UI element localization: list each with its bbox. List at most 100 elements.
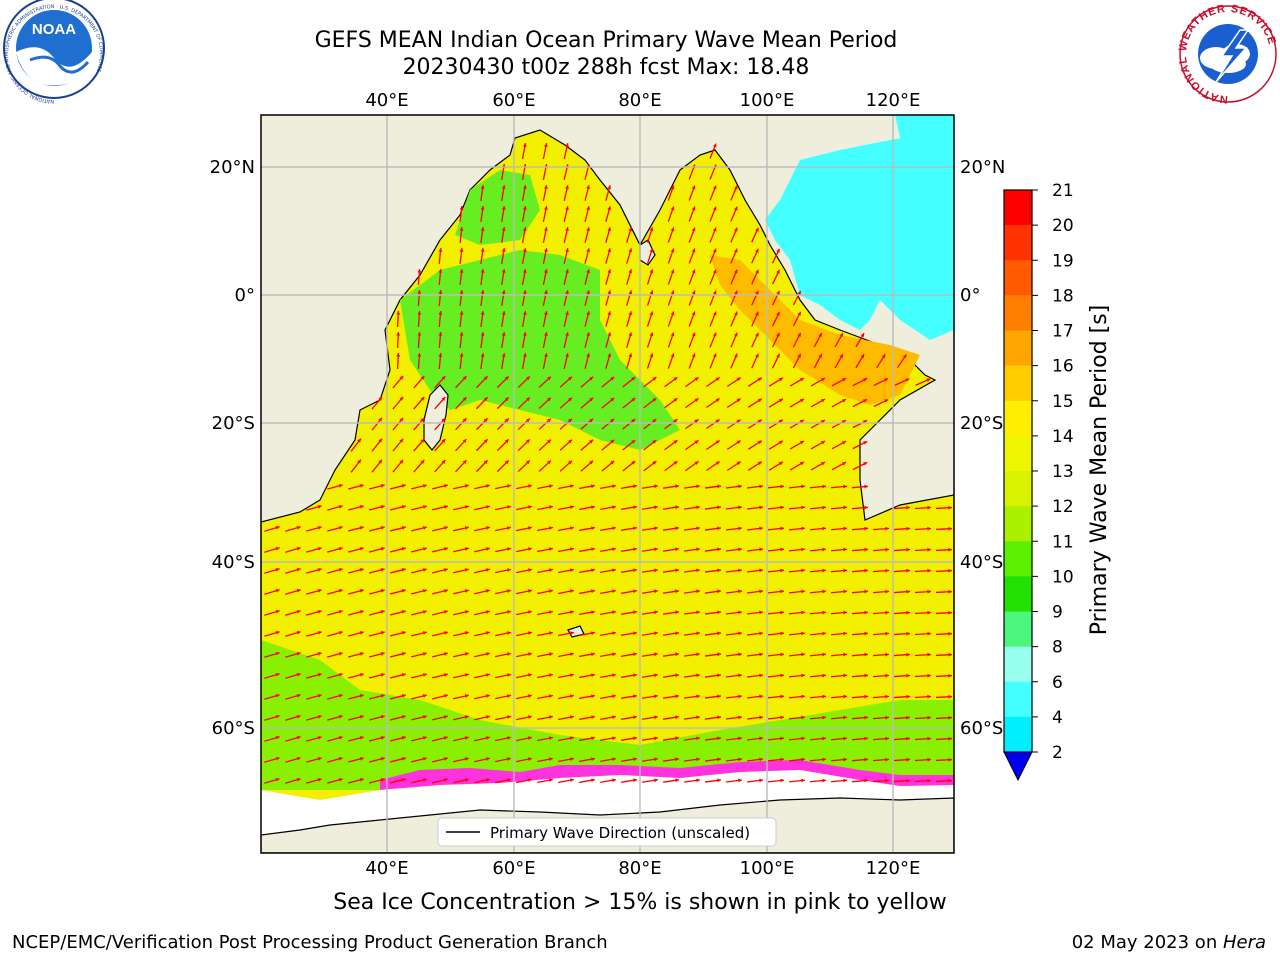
wave-arrow bbox=[747, 440, 763, 450]
wave-arrow bbox=[893, 652, 911, 657]
wave-arrow bbox=[584, 227, 590, 243]
wave-arrow bbox=[600, 610, 616, 616]
wave-arrow bbox=[285, 525, 301, 532]
wave-arrow bbox=[327, 714, 343, 721]
wave-arrow bbox=[369, 736, 385, 742]
wave-arrow bbox=[771, 248, 781, 264]
wave-arrow bbox=[704, 631, 722, 636]
wave-arrow bbox=[746, 568, 764, 573]
wave-arrow bbox=[641, 736, 659, 741]
wave-arrow bbox=[725, 610, 743, 615]
wave-arrow bbox=[480, 310, 485, 328]
wave-arrow bbox=[600, 652, 616, 658]
legend-label: Primary Wave Direction (unscaled) bbox=[490, 824, 750, 842]
wave-arrow bbox=[495, 505, 511, 511]
wave-arrow bbox=[480, 352, 485, 370]
wave-arrow bbox=[601, 418, 615, 430]
wave-arrow bbox=[831, 398, 847, 408]
wave-arrow bbox=[751, 227, 759, 243]
wave-arrow bbox=[851, 652, 869, 657]
wave-arrow bbox=[411, 631, 427, 637]
wave-arrow bbox=[542, 332, 548, 348]
wave-arrow bbox=[746, 778, 764, 783]
wave-arrow bbox=[641, 484, 659, 489]
wave-arrow bbox=[622, 376, 636, 388]
wave-arrow bbox=[746, 736, 764, 741]
wave-arrow bbox=[579, 484, 595, 490]
wave-arrow bbox=[667, 185, 675, 201]
wave-arrow bbox=[852, 398, 868, 408]
wave-arrow bbox=[474, 505, 490, 511]
wave-arrow bbox=[831, 419, 847, 429]
wave-arrow bbox=[390, 736, 406, 742]
wave-arrow bbox=[704, 526, 722, 531]
wave-arrow bbox=[327, 630, 343, 637]
wave-arrow bbox=[914, 736, 932, 741]
wave-arrow bbox=[558, 631, 574, 637]
wave-arrow bbox=[788, 757, 806, 762]
wave-arrow bbox=[453, 715, 469, 721]
wave-arrow bbox=[767, 673, 785, 678]
colorbar-tick-label: 8 bbox=[1052, 638, 1063, 658]
wave-arrow bbox=[369, 484, 385, 490]
wave-arrow bbox=[411, 505, 427, 511]
wave-arrow bbox=[584, 290, 590, 306]
wave-arrow bbox=[873, 377, 889, 387]
wave-arrow bbox=[667, 206, 675, 222]
wave-arrow bbox=[621, 484, 637, 489]
southeast-asia-sea bbox=[765, 130, 954, 340]
wave-arrow bbox=[646, 290, 654, 306]
wave-arrow bbox=[725, 778, 743, 783]
colorbar-tick-label: 9 bbox=[1052, 603, 1063, 623]
wave-arrow bbox=[771, 290, 781, 306]
wave-arrow bbox=[851, 715, 869, 720]
colorbar-tick-label: 21 bbox=[1052, 181, 1074, 201]
wave-arrow bbox=[579, 610, 595, 616]
wave-arrow bbox=[622, 460, 636, 472]
wave-arrow bbox=[601, 460, 615, 472]
wave-arrow bbox=[563, 290, 569, 306]
wave-arrow bbox=[855, 353, 865, 369]
wave-arrow bbox=[285, 756, 301, 763]
wave-arrow bbox=[830, 610, 848, 615]
wave-arrow bbox=[767, 526, 785, 531]
wave-arrow bbox=[830, 526, 848, 531]
wave-arrow bbox=[641, 652, 659, 657]
wave-arrow bbox=[709, 227, 717, 243]
wave-arrow bbox=[747, 461, 763, 471]
wave-arrow bbox=[474, 526, 490, 532]
wave-arrow bbox=[685, 418, 699, 430]
wave-arrow bbox=[643, 439, 657, 451]
wave-arrow bbox=[521, 206, 527, 222]
wave-arrow bbox=[579, 526, 595, 532]
wave-arrow bbox=[327, 546, 343, 553]
wave-arrow bbox=[453, 568, 469, 574]
wave-arrow bbox=[768, 398, 784, 408]
wave-arrow bbox=[453, 484, 469, 490]
wave-arrow bbox=[746, 589, 764, 594]
wave-arrow bbox=[306, 630, 322, 637]
wave-arrow bbox=[893, 610, 911, 615]
wave-arrow bbox=[537, 631, 553, 637]
wave-arrow bbox=[350, 459, 362, 473]
wave-arrow bbox=[285, 735, 301, 742]
wave-arrow bbox=[480, 247, 485, 265]
wave-arrow bbox=[747, 398, 763, 408]
wave-arrow bbox=[413, 438, 425, 452]
wave-arrow bbox=[621, 589, 637, 594]
wave-arrow bbox=[767, 631, 785, 636]
wave-arrow bbox=[621, 694, 637, 699]
wave-arrow bbox=[646, 353, 654, 369]
wave-arrow bbox=[501, 226, 506, 244]
wave-arrow bbox=[893, 547, 911, 552]
wave-arrow bbox=[709, 206, 717, 222]
lat-tick-right: 20°N bbox=[960, 157, 1005, 178]
wave-arrow bbox=[914, 652, 932, 657]
lon-tick-top: 80°E bbox=[618, 90, 661, 111]
lat-ticks-left: 20°N 0° 20°S 40°S 60°S bbox=[210, 157, 255, 739]
colorbar-segment bbox=[1004, 646, 1032, 683]
wave-arrow bbox=[789, 377, 805, 387]
wave-arrow bbox=[876, 353, 886, 369]
wave-arrow bbox=[563, 269, 569, 285]
wave-arrow bbox=[706, 397, 720, 409]
